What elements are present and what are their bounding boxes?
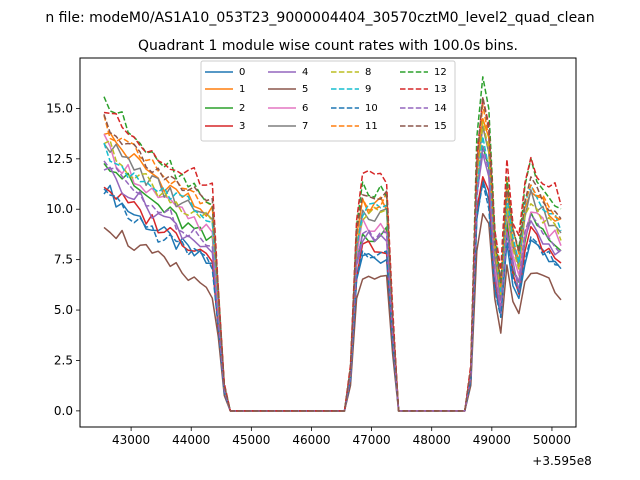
legend-label: 3 (239, 121, 245, 132)
legend-label: 1 (239, 84, 245, 95)
y-tick-label: 15.0 (46, 101, 73, 115)
series-line-14 (103, 146, 562, 412)
legend-label: 9 (365, 84, 371, 95)
legend-label: 10 (365, 103, 378, 114)
legend-box (200, 60, 456, 142)
legend-label: 13 (434, 84, 447, 95)
x-axis-ticks: 43000 44000 45000 46000 47000 48000 49000 50000 (112, 427, 571, 447)
series-line-9 (103, 135, 562, 412)
legend-label: 2 (239, 103, 245, 114)
x-tick-label: 47000 (352, 433, 390, 447)
legend-label: 7 (302, 121, 308, 132)
y-tick-label: 10.0 (46, 202, 73, 216)
legend-label: 0 (239, 67, 245, 78)
y-tick-label: 2.5 (54, 353, 73, 367)
x-tick-label: 48000 (413, 433, 451, 447)
legend-label: 14 (434, 103, 447, 114)
legend-label: 6 (302, 103, 308, 114)
y-tick-label: 7.5 (54, 253, 73, 267)
figure-suptitle: n file: modeM0/AS1A10_053T23_9000004404_… (45, 10, 594, 26)
x-tick-label: 49000 (473, 433, 511, 447)
series-line-15 (103, 96, 562, 412)
x-tick-label: 44000 (172, 433, 210, 447)
x-tick-label: 50000 (533, 433, 571, 447)
x-axis-offset-label: +3.595e8 (532, 454, 591, 468)
plot-frame (79, 57, 577, 428)
x-tick-label: 46000 (292, 433, 330, 447)
x-tick-label: 45000 (232, 433, 270, 447)
y-tick-label: 12.5 (46, 152, 73, 166)
series-lines (103, 76, 562, 412)
chart-title: Quadrant 1 module wise count rates with … (138, 38, 518, 54)
series-line-10 (103, 182, 562, 412)
y-tick-label: 0.0 (54, 404, 73, 418)
y-axis-ticks: 0.0 2.5 5.0 7.5 10.0 12.5 15.0 (46, 101, 80, 418)
legend-label: 15 (434, 121, 447, 132)
legend-label: 4 (302, 67, 308, 78)
legend-label: 8 (365, 67, 371, 78)
legend-label: 11 (365, 121, 378, 132)
legend-label: 12 (434, 67, 447, 78)
y-tick-label: 5.0 (54, 303, 73, 317)
legend-label: 5 (302, 84, 308, 95)
x-tick-label: 43000 (112, 433, 150, 447)
